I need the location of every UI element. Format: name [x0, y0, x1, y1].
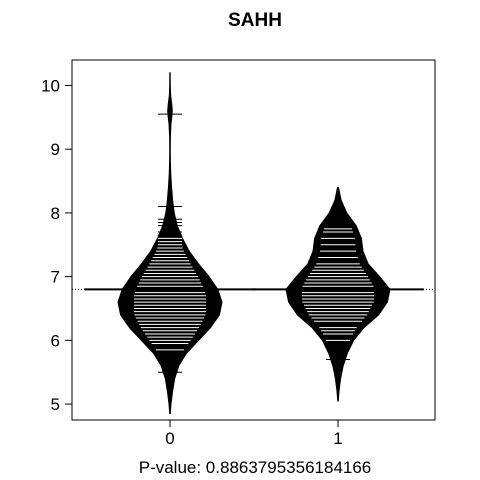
bean-1 — [252, 186, 424, 402]
y-tick-label-10: 10 — [41, 76, 60, 95]
y-tick-label-7: 7 — [51, 268, 60, 287]
beans-layer — [72, 72, 435, 415]
x-tick-label-0: 0 — [165, 429, 174, 448]
x-axis-label: P-value: 0.8863795356184166 — [139, 458, 372, 477]
chart-title: SAHH — [228, 10, 282, 31]
y-tick-label-5: 5 — [51, 395, 60, 414]
y-tick-label-6: 6 — [51, 331, 60, 350]
y-axis: 5 6 7 8 9 10 — [41, 76, 72, 414]
x-tick-label-1: 1 — [333, 429, 342, 448]
plot-frame — [71, 59, 436, 421]
y-tick-label-9: 9 — [51, 140, 60, 159]
bean-shape-0 — [117, 72, 223, 415]
bean-shape-1 — [285, 186, 391, 402]
y-tick-label-8: 8 — [51, 204, 60, 223]
bean-0 — [84, 72, 256, 415]
